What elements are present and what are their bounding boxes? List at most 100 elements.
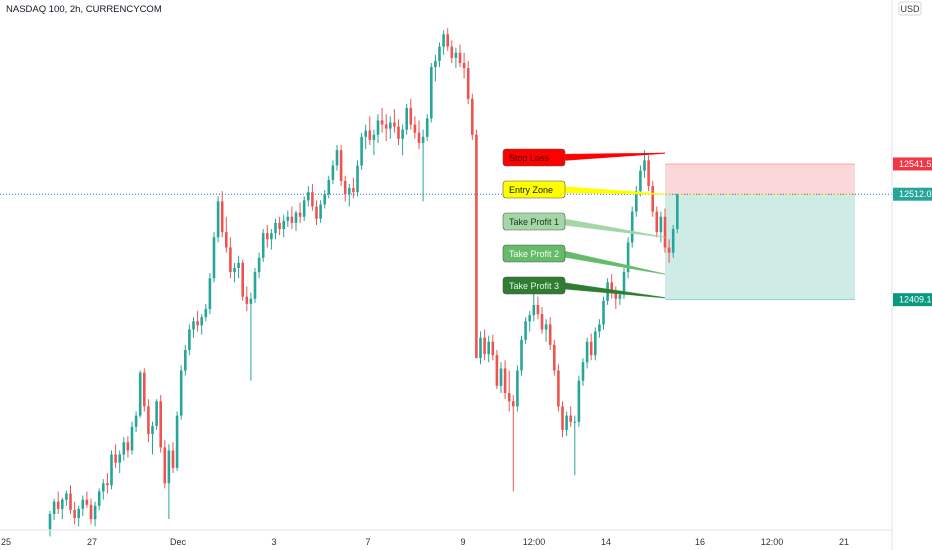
price-ticks: 12200 12220 12240 12260 12280 12300 12320 12340… (893, 17, 932, 519)
take-profit-zone (665, 194, 855, 300)
candle-body (294, 212, 298, 223)
candle-body (626, 242, 630, 273)
candle-body (130, 426, 134, 451)
candle-body (475, 134, 478, 359)
candle-body (163, 447, 167, 484)
candle-body (589, 341, 593, 356)
callout-box (502, 244, 566, 263)
candle-body (499, 368, 503, 386)
chart-title: NASDAQ 100, 2h, CURRENCYCOM (6, 4, 162, 15)
price-tick-label: 12300 (899, 407, 924, 417)
candle-body (159, 401, 162, 448)
currency-label: USD (900, 4, 920, 14)
price-tick-label: 12460 (899, 243, 924, 253)
callout-box (502, 180, 566, 199)
callout-label: Take Profit 1 (509, 217, 559, 227)
candle-body (208, 278, 212, 309)
price-tick-label: 12520 (899, 181, 924, 191)
candle-body (598, 324, 601, 332)
candle-body (179, 370, 183, 416)
callout-box (502, 148, 566, 167)
price-tick-label: 12480 (899, 222, 924, 232)
candle-body (561, 406, 564, 430)
candle-body (528, 315, 531, 322)
time-axis[interactable]: 25 27 Dec 3 7 9 12:00 14 16 12:00 21 (0, 529, 892, 547)
candle-body (77, 508, 80, 519)
candle-body (97, 491, 101, 506)
candle-body (343, 180, 347, 195)
price-tick-label: 12600 (899, 99, 924, 109)
price-tick-label: 12660 (899, 38, 924, 48)
candle-body (237, 262, 240, 268)
candle-body (331, 165, 335, 180)
candle-body (581, 362, 585, 381)
price-tick-label: 12360 (899, 345, 924, 355)
candle-body (462, 63, 466, 69)
candle-body (413, 124, 417, 133)
candle-body (323, 194, 326, 205)
candle-body (618, 294, 622, 299)
candle-body (635, 191, 638, 212)
price-tick-label: 12560 (899, 140, 924, 150)
stop-price-badge (893, 157, 932, 171)
time-tick-label: 12:00 (523, 537, 546, 547)
candle-body (594, 331, 597, 356)
candle-body (319, 204, 322, 219)
time-tick-label: 25 (1, 537, 11, 547)
callout-box (502, 212, 566, 231)
candle-body (102, 483, 105, 492)
candle-body (220, 201, 224, 233)
candle-body (212, 237, 216, 279)
candle-body (114, 454, 117, 463)
candle-body (253, 272, 257, 299)
candle-body (200, 317, 203, 326)
candle-body (389, 122, 392, 129)
price-tick-label: 12380 (899, 325, 924, 335)
price-tick-label: 12240 (899, 468, 924, 478)
time-tick-label: 14 (601, 537, 611, 547)
candle-body (274, 222, 277, 234)
candle-body (282, 220, 285, 230)
candle-body (585, 341, 589, 363)
candle-body (466, 68, 470, 99)
time-tick-label: 3 (271, 537, 276, 547)
candle-body (65, 493, 68, 500)
callout-pointer (560, 249, 666, 275)
candle-body (311, 192, 314, 207)
candle-body (397, 126, 400, 139)
candle-body (630, 211, 634, 243)
candle-body (450, 46, 454, 58)
time-tick-label: 12:00 (761, 537, 784, 547)
candle-body (512, 401, 515, 407)
candle-body (573, 421, 577, 423)
price-tick-label: 12400 (899, 304, 924, 314)
chart-body: Stop Loss Entry Zone Take Profit 1 Take Pro… (0, 28, 892, 537)
candle-body (266, 233, 269, 240)
callout-pointer (560, 185, 666, 195)
candle-body (536, 304, 540, 315)
candle-body (507, 393, 511, 402)
candle-body (384, 124, 388, 129)
candle-body (643, 160, 646, 171)
candle-body (393, 122, 396, 127)
candle-body (622, 272, 626, 295)
candle-body (569, 415, 572, 422)
candle-body (639, 170, 642, 192)
candle-body (479, 337, 482, 359)
candle-body (360, 136, 363, 166)
price-axis[interactable]: USD 122001222012240122601228012300123201… (891, 0, 932, 550)
candle-body (663, 216, 667, 248)
candle-body (483, 337, 486, 355)
candle-body (417, 132, 421, 143)
candle-body (315, 206, 318, 219)
price-tick-label: 12260 (899, 448, 924, 458)
callout-label: Take Profit 3 (509, 281, 559, 291)
candle-body (151, 425, 154, 435)
stop-loss-zone (665, 163, 855, 195)
candle-body (356, 165, 359, 193)
candle-body (286, 216, 290, 221)
candle-body (307, 192, 310, 201)
candle-body (647, 160, 650, 186)
candle-body (245, 296, 249, 304)
